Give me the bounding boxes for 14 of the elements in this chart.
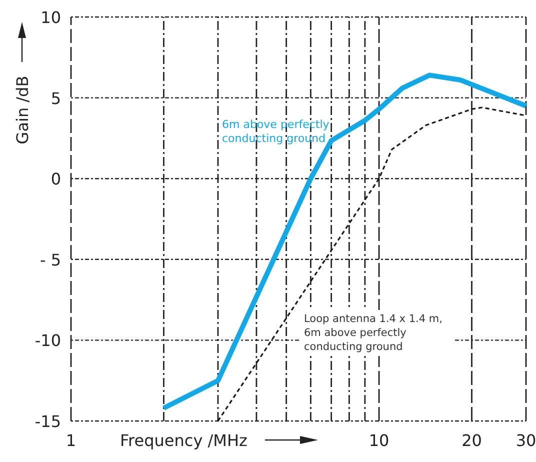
y-tick-label: - 5 xyxy=(40,250,61,270)
y-axis-title: Gain /dB xyxy=(13,76,32,144)
x-tick-label: 20 xyxy=(462,431,482,450)
x-tick-label: 10 xyxy=(368,431,390,450)
x-axis-title: Frequency /MHz xyxy=(120,431,248,450)
y-tick-label: -15 xyxy=(34,412,61,431)
y-tick-label: -10 xyxy=(34,331,61,350)
x-tick-label: 30 xyxy=(516,431,536,450)
x-tick-label: 1 xyxy=(66,431,76,450)
series-label: Loop antenna 1.4 x 1.4 m, 6m above perfectly conducting ground xyxy=(304,313,442,353)
y-tick-label: 0 xyxy=(50,170,61,189)
y-tick-label: 5 xyxy=(50,88,61,108)
y-tick-label: 10 xyxy=(40,8,61,27)
series-label: 6m above perfectly conducting ground xyxy=(222,118,330,145)
